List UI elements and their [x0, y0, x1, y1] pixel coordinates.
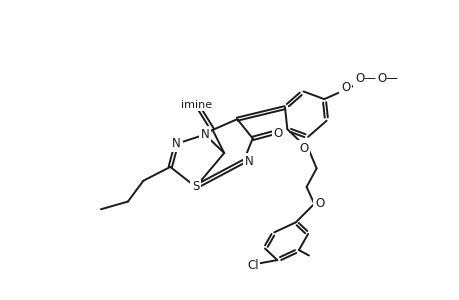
Text: O—: O— — [377, 72, 397, 85]
Text: N: N — [200, 128, 209, 141]
Text: N: N — [244, 155, 252, 168]
Text: imine: imine — [180, 100, 212, 110]
Text: O: O — [341, 81, 350, 94]
Text: O: O — [298, 142, 308, 155]
Text: O: O — [273, 127, 282, 140]
Text: Cl: Cl — [246, 259, 258, 272]
Text: N: N — [172, 137, 180, 150]
Text: O—: O— — [354, 72, 375, 85]
Text: imine: imine — [181, 100, 211, 110]
Text: O: O — [314, 196, 324, 210]
Text: S: S — [191, 180, 199, 194]
